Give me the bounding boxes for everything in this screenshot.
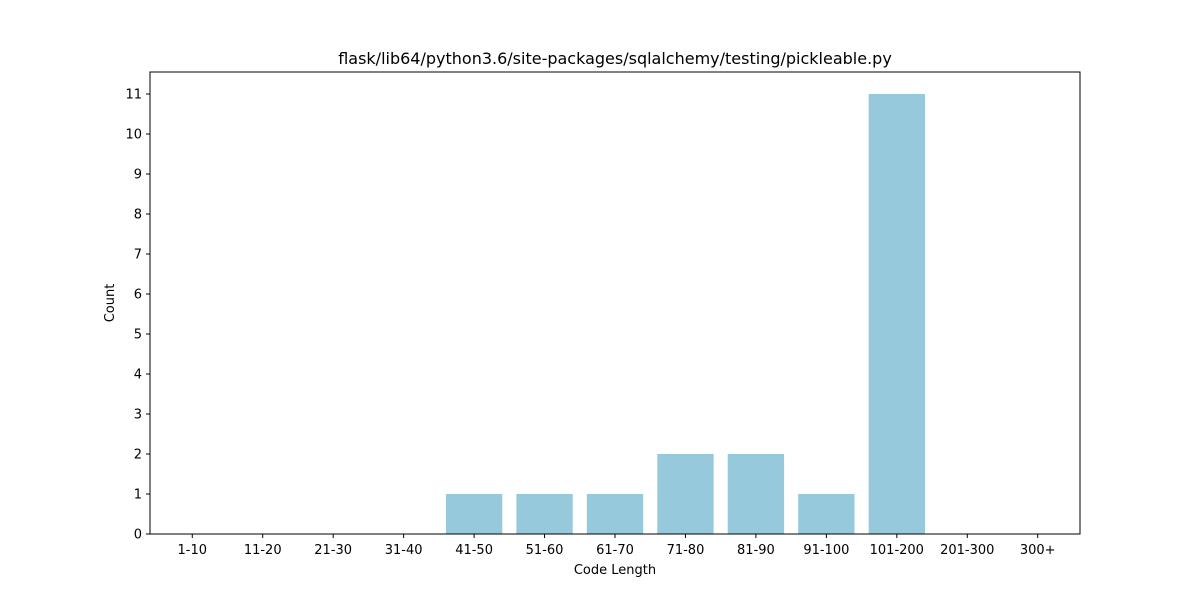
y-tick-label-0: 0 bbox=[134, 528, 142, 543]
x-tick-label-300+: 300+ bbox=[1020, 543, 1056, 558]
y-tick-label-8: 8 bbox=[134, 208, 142, 223]
bar-41-50 bbox=[445, 494, 503, 534]
x-tick-label-21-30: 21-30 bbox=[314, 543, 352, 558]
x-tick-label-11-20: 11-20 bbox=[244, 543, 282, 558]
y-tick-label-7: 7 bbox=[134, 248, 142, 263]
x-tick-label-1-10: 1-10 bbox=[178, 543, 208, 558]
y-tick-label-6: 6 bbox=[134, 288, 142, 303]
y-tick-label-9: 9 bbox=[134, 168, 142, 183]
bar-81-90 bbox=[727, 454, 785, 534]
chart-title: flask/lib64/python3.6/site-packages/sqla… bbox=[338, 49, 892, 68]
x-tick-label-71-80: 71-80 bbox=[667, 543, 705, 558]
bar-91-100 bbox=[798, 494, 855, 534]
x-tick-label-201-300: 201-300 bbox=[940, 543, 994, 558]
x-tick-label-51-60: 51-60 bbox=[526, 543, 564, 558]
bars-layer bbox=[445, 94, 925, 534]
y-tick-label-5: 5 bbox=[134, 328, 142, 343]
bar-71-80 bbox=[657, 454, 714, 534]
x-tick-label-91-100: 91-100 bbox=[803, 543, 849, 558]
x-tick-label-61-70: 61-70 bbox=[596, 543, 634, 558]
bar-101-200 bbox=[868, 94, 925, 534]
y-tick-label-1: 1 bbox=[134, 488, 142, 503]
y-tick-label-4: 4 bbox=[134, 368, 142, 383]
y-tick-label-2: 2 bbox=[134, 448, 142, 463]
bar-51-60 bbox=[516, 494, 573, 534]
y-tick-label-11: 11 bbox=[125, 88, 142, 103]
x-axis-title: Code Length bbox=[574, 563, 656, 578]
y-axis-title: Count bbox=[103, 284, 118, 323]
x-tick-label-31-40: 31-40 bbox=[385, 543, 423, 558]
y-tick-label-3: 3 bbox=[134, 408, 142, 423]
y-tick-label-10: 10 bbox=[125, 128, 142, 143]
x-tick-label-41-50: 41-50 bbox=[455, 543, 493, 558]
x-tick-label-81-90: 81-90 bbox=[737, 543, 775, 558]
x-tick-label-101-200: 101-200 bbox=[870, 543, 924, 558]
bar-61-70 bbox=[586, 494, 644, 534]
axes-layer: 1-10 11-20 21-30 31-40 41-50 51-60 61-70 71-80 8… bbox=[125, 71, 1081, 558]
